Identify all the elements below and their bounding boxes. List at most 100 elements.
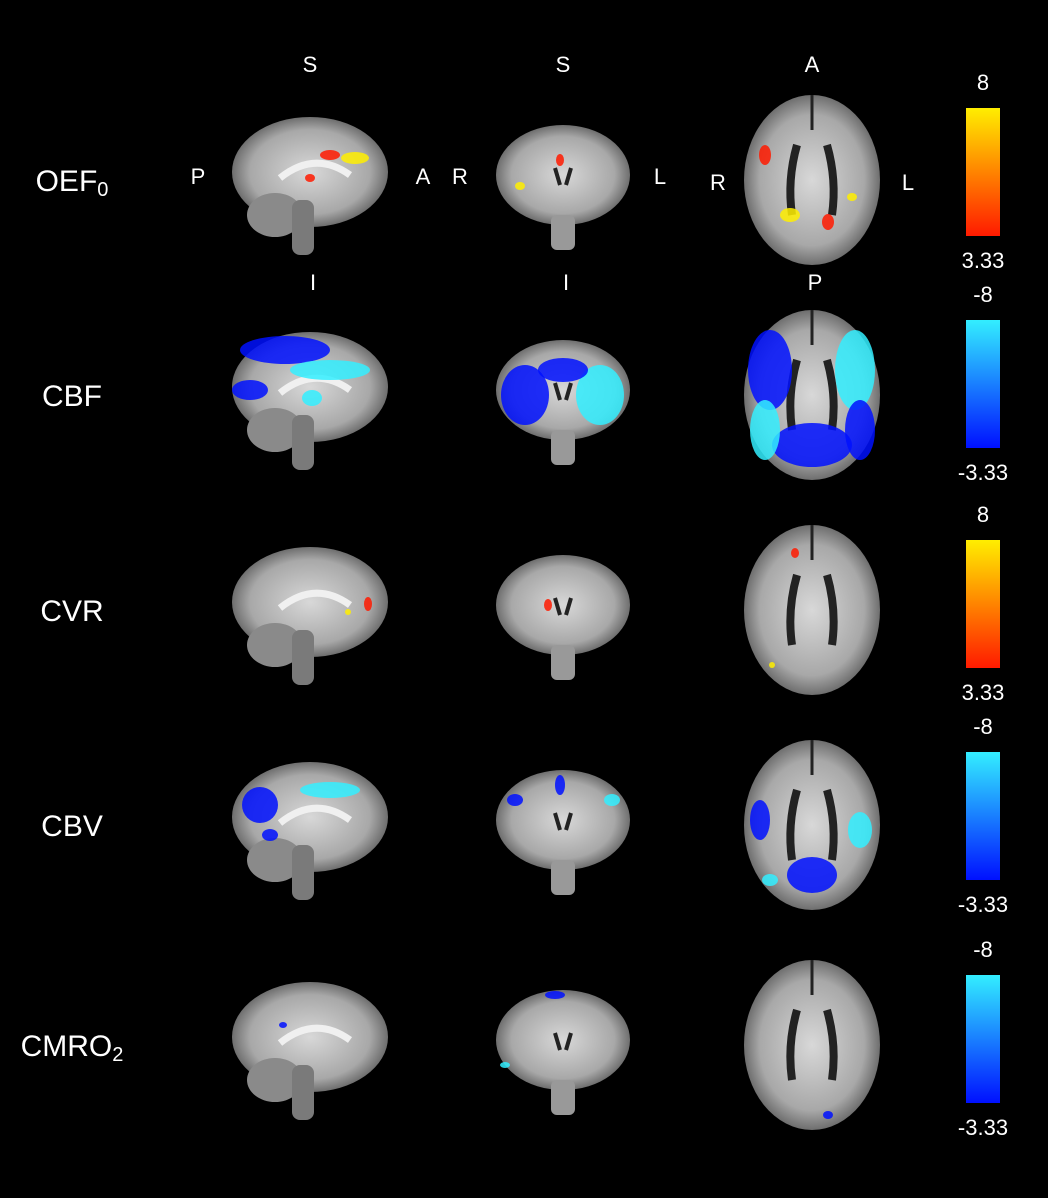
orientation-label: L <box>654 164 666 189</box>
activation-blob <box>302 390 322 406</box>
activation-blob <box>845 400 875 460</box>
brain-slices <box>232 95 880 265</box>
cerebellum <box>247 623 303 667</box>
activation-blob <box>240 336 330 364</box>
activation-blob <box>545 991 565 999</box>
brain-slices <box>232 525 880 695</box>
axial-ventricles <box>786 1008 838 1081</box>
activation-blob <box>576 365 624 425</box>
row-label-text: CMRO <box>21 1030 113 1063</box>
colorbar <box>966 108 1000 236</box>
orientation-label: R <box>452 164 468 189</box>
colorbar-min-label: 3.33 <box>962 248 1005 273</box>
coronal-stem <box>551 215 575 250</box>
activation-blob <box>556 154 564 166</box>
activation-blob <box>835 330 875 410</box>
coronal-stem <box>551 860 575 895</box>
brainstem <box>292 630 314 685</box>
colorbar-max-label: 8 <box>977 70 989 95</box>
colorbar-min-label: 3.33 <box>962 680 1005 705</box>
colorbar <box>966 975 1000 1103</box>
activation-blob <box>320 150 340 160</box>
activation-blob <box>772 423 852 467</box>
cerebellum <box>247 408 303 452</box>
activation-blob <box>791 548 799 558</box>
colorbar-max-label: -8 <box>973 714 993 739</box>
coronal-ventricle <box>553 812 573 831</box>
activation-blob <box>538 358 588 382</box>
activation-blob <box>822 214 834 230</box>
activation-blob <box>305 174 315 182</box>
corpus-callosum <box>277 159 353 181</box>
colorbar-min-label: -3.33 <box>958 892 1008 917</box>
activation-blob <box>507 794 523 806</box>
row-label-text: CVR <box>40 595 103 628</box>
activation-blob <box>604 794 620 806</box>
coronal-stem <box>551 430 575 465</box>
axial-ventricles <box>786 788 838 861</box>
orientation-label: A <box>805 52 820 77</box>
row-label: CVR <box>40 595 103 628</box>
axial-cortex <box>744 740 880 910</box>
activation-blob <box>232 380 268 400</box>
activation-blob <box>762 874 778 886</box>
activation-blob <box>341 152 369 164</box>
activation-blob <box>787 857 837 893</box>
colorbar-max-label: 8 <box>977 502 989 527</box>
brain-slices <box>232 740 880 910</box>
coronal-ventricle <box>553 1032 573 1051</box>
colorbar-max-label: -8 <box>973 937 993 962</box>
row-label-subscript: 2 <box>112 1044 123 1066</box>
colorbar-max-label: -8 <box>973 282 993 307</box>
activation-blob <box>515 182 525 190</box>
colorbar <box>966 752 1000 880</box>
activation-blob <box>759 145 771 165</box>
row-label: CBV <box>41 810 103 843</box>
row-label-subscript: 0 <box>97 179 108 201</box>
brainstem <box>292 415 314 470</box>
brain-slices <box>232 960 880 1130</box>
colorbar <box>966 540 1000 668</box>
coronal-stem <box>551 1080 575 1115</box>
activation-blob <box>780 208 800 222</box>
activation-blob <box>300 782 360 798</box>
activation-blob <box>500 1062 510 1068</box>
activation-blob <box>848 812 872 848</box>
orientation-label: P <box>808 270 823 295</box>
activation-blob <box>279 1022 287 1028</box>
activation-blob <box>769 662 775 668</box>
brainstem <box>292 1065 314 1120</box>
colorbar <box>966 320 1000 448</box>
corpus-callosum <box>277 1024 353 1046</box>
coronal-stem <box>551 645 575 680</box>
activation-blob <box>750 800 770 840</box>
row-label-text: CBF <box>42 380 102 413</box>
row-label-text: CBV <box>41 810 103 843</box>
axial-cortex <box>744 95 880 265</box>
orientation-label: L <box>902 170 914 195</box>
orientation-label: R <box>710 170 726 195</box>
orientation-label: I <box>310 270 316 295</box>
coronal-ventricle <box>553 382 573 401</box>
orientation-label: P <box>191 164 206 189</box>
activation-blob <box>847 193 857 201</box>
orientation-label: I <box>563 270 569 295</box>
brainstem <box>292 200 314 255</box>
axial-cortex <box>744 525 880 695</box>
activation-blob <box>242 787 278 823</box>
coronal-cortex <box>496 555 630 655</box>
coronal-cortex <box>496 125 630 225</box>
cerebellum <box>247 838 303 882</box>
orientation-label: S <box>303 52 318 77</box>
orientation-label: A <box>416 164 431 189</box>
activation-blob <box>748 330 792 410</box>
activation-blob <box>345 609 351 615</box>
coronal-cortex <box>496 990 630 1090</box>
axial-cortex <box>744 960 880 1130</box>
coronal-cortex <box>496 770 630 870</box>
axial-ventricles <box>786 358 838 431</box>
colorbar-min-label: -3.33 <box>958 1115 1008 1140</box>
cerebellum <box>247 193 303 237</box>
row-label: OEF0 <box>36 165 109 201</box>
corpus-callosum <box>277 589 353 611</box>
